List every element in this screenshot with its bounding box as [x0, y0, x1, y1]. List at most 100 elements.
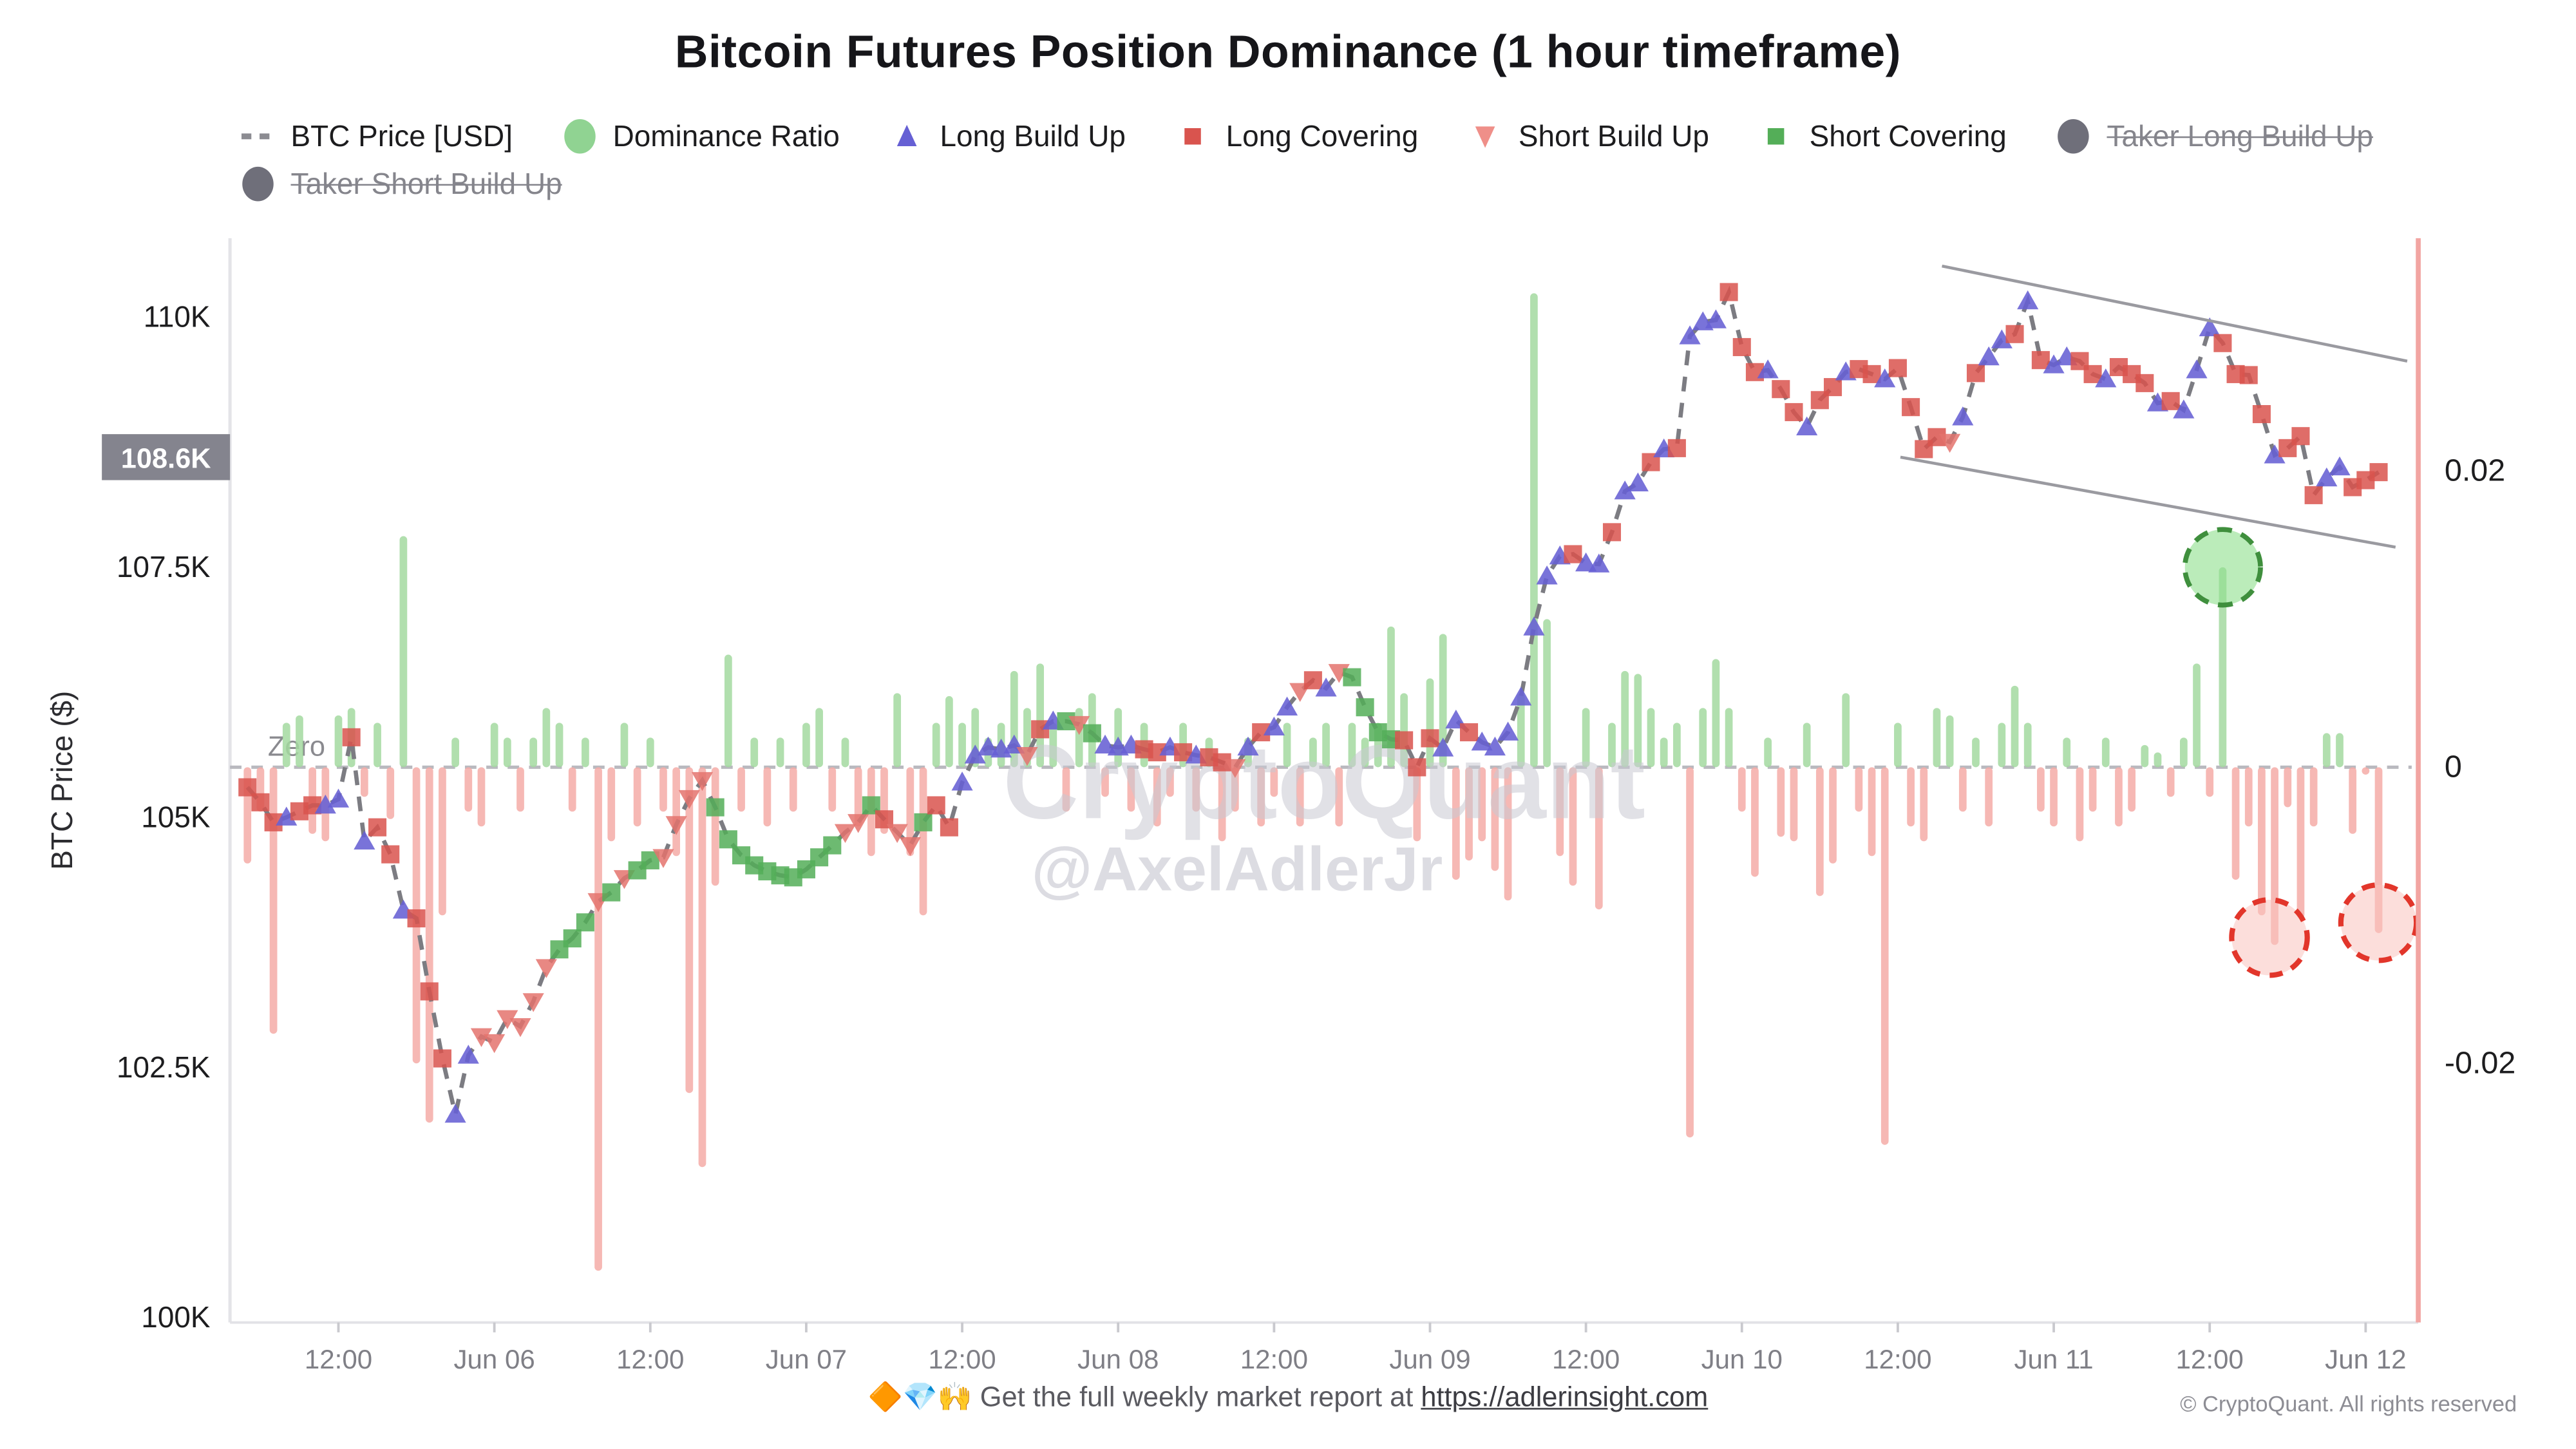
long-covering-marker — [1888, 359, 1907, 377]
long-build-up-marker — [1276, 696, 1298, 715]
long-covering-marker — [1395, 731, 1414, 750]
short-build-up-marker — [691, 772, 714, 791]
long-covering-marker — [2083, 365, 2102, 383]
x-tick-label: Jun 11 — [2014, 1344, 2093, 1374]
long-build-up-marker — [1679, 325, 1701, 345]
long-build-up-marker — [1952, 406, 1974, 426]
long-covering-marker — [1408, 758, 1426, 777]
legend-item-long-build-up[interactable]: Long Build Up — [889, 118, 1126, 155]
dominance-bar-positive — [529, 737, 538, 768]
dominance-bar-positive — [542, 708, 551, 768]
x-tick-label: Jun 10 — [1701, 1344, 1783, 1374]
legend-item-dominance-ratio[interactable]: Dominance Ratio — [562, 118, 840, 155]
dominance-bar-negative — [594, 767, 602, 1271]
short-build-up-marker — [1068, 715, 1090, 735]
dominance-bar-negative — [1478, 767, 1486, 842]
dominance-bar-positive — [1712, 659, 1720, 768]
dominance-bar-positive — [958, 723, 966, 768]
dominance-bar-negative — [789, 767, 797, 812]
long-build-up-marker — [314, 794, 336, 814]
short-covering-marker — [1343, 668, 1361, 687]
dominance-bar-negative — [1153, 767, 1161, 827]
dominance-bar-positive — [1348, 723, 1356, 768]
dominance-bar-negative — [685, 767, 694, 1094]
short-covering-marker — [576, 913, 594, 932]
dominance-bar-negative — [1491, 767, 1499, 871]
long-build-up-marker — [1536, 565, 1558, 585]
long-build-up-marker — [1315, 677, 1337, 697]
long-covering-marker — [407, 909, 426, 928]
dominance-bar-negative — [568, 767, 576, 812]
footer-promo: 🔶💎🙌 Get the full weekly market report at… — [0, 1381, 2576, 1414]
report-link[interactable]: https://adlerinsight.com — [1421, 1381, 1709, 1413]
long-covering-marker — [1966, 364, 1985, 383]
short-build-up-marker — [484, 1034, 506, 1054]
footer-promo-text: Get the full weekly market report at — [980, 1381, 1421, 1413]
dominance-bar-positive — [582, 737, 589, 768]
dominance-bar-positive — [334, 715, 343, 768]
square-icon — [1184, 128, 1202, 145]
dominance-bar-negative — [711, 767, 719, 886]
legend-label: Taker Long Build Up — [2107, 118, 2373, 152]
dominance-bar-negative — [1335, 767, 1343, 827]
long-covering-marker — [1719, 283, 1738, 301]
dominance-bar-negative — [269, 767, 278, 1034]
dominance-bar-negative — [1738, 767, 1746, 812]
dominance-bar-negative — [659, 767, 667, 812]
short-build-up-marker — [1016, 747, 1038, 766]
x-tick-label: 12:00 — [2176, 1344, 2244, 1374]
dominance-bar-positive — [841, 737, 849, 768]
legend-item-short-covering[interactable]: Short Covering — [1758, 118, 2007, 155]
legend-label: Short Build Up — [1518, 118, 1709, 152]
dominance-bar-negative — [516, 767, 524, 812]
dominance-bar-positive — [646, 737, 654, 768]
dominance-bar-negative — [2258, 767, 2266, 916]
dominance-bar-negative — [2206, 767, 2214, 797]
x-tick-label: 12:00 — [616, 1344, 684, 1374]
dominance-bar-positive — [1647, 708, 1655, 768]
dominance-bar-negative — [737, 767, 745, 812]
dominance-bar-positive — [815, 708, 823, 768]
dominance-bar-positive — [1608, 723, 1616, 768]
long-build-up-marker — [1757, 359, 1779, 379]
long-covering-marker — [940, 818, 958, 837]
dominance-bar-negative — [1880, 767, 1889, 1145]
dominance-bar-negative — [1166, 767, 1174, 797]
triangle-up-icon — [897, 124, 917, 147]
short-build-up-marker — [1224, 759, 1246, 779]
legend-item-btc-price-usd-[interactable]: BTC Price [USD] — [240, 118, 513, 155]
highlight-circle-negative-dominance — [2229, 897, 2310, 978]
dominance-bar-negative — [2128, 767, 2136, 812]
long-covering-marker — [342, 728, 361, 746]
highlight-circle-dominance-spike — [2182, 527, 2263, 608]
dominance-bar-negative — [1815, 767, 1824, 896]
channel-line-lower — [1900, 455, 2396, 549]
dominance-bar-positive — [1049, 723, 1057, 768]
long-covering-marker — [2291, 427, 2310, 446]
long-build-up-marker — [1874, 368, 1896, 388]
long-covering-marker — [927, 796, 945, 815]
dominance-bar-negative — [1920, 767, 1928, 842]
short-build-up-marker — [848, 814, 869, 833]
long-build-up-marker — [1627, 472, 1649, 491]
legend-item-taker-short-build-up[interactable]: Taker Short Build Up — [240, 166, 562, 202]
long-build-up-marker — [1575, 552, 1597, 572]
dominance-bar-positive — [1517, 693, 1525, 768]
short-build-up-marker — [665, 816, 687, 835]
dominance-bar-negative — [698, 767, 706, 1168]
long-build-up-marker — [354, 830, 375, 850]
short-build-up-marker — [470, 1028, 493, 1047]
dominance-bar-positive — [451, 737, 459, 768]
dominance-bar-positive — [2141, 744, 2149, 768]
long-covering-marker — [1823, 378, 1842, 397]
legend-item-long-covering[interactable]: Long Covering — [1175, 118, 1418, 155]
dominance-bar-negative — [763, 767, 772, 827]
long-build-up-marker — [1432, 737, 1454, 757]
legend-item-taker-long-build-up[interactable]: Taker Long Build Up — [2056, 118, 2373, 155]
dominance-bar-positive — [1699, 708, 1707, 768]
y-axis-title: BTC Price ($) — [45, 691, 79, 870]
y-right-tick-label: 0.02 — [2445, 453, 2505, 488]
legend-item-short-build-up[interactable]: Short Build Up — [1468, 118, 1709, 155]
dominance-bar-negative — [1504, 767, 1512, 901]
